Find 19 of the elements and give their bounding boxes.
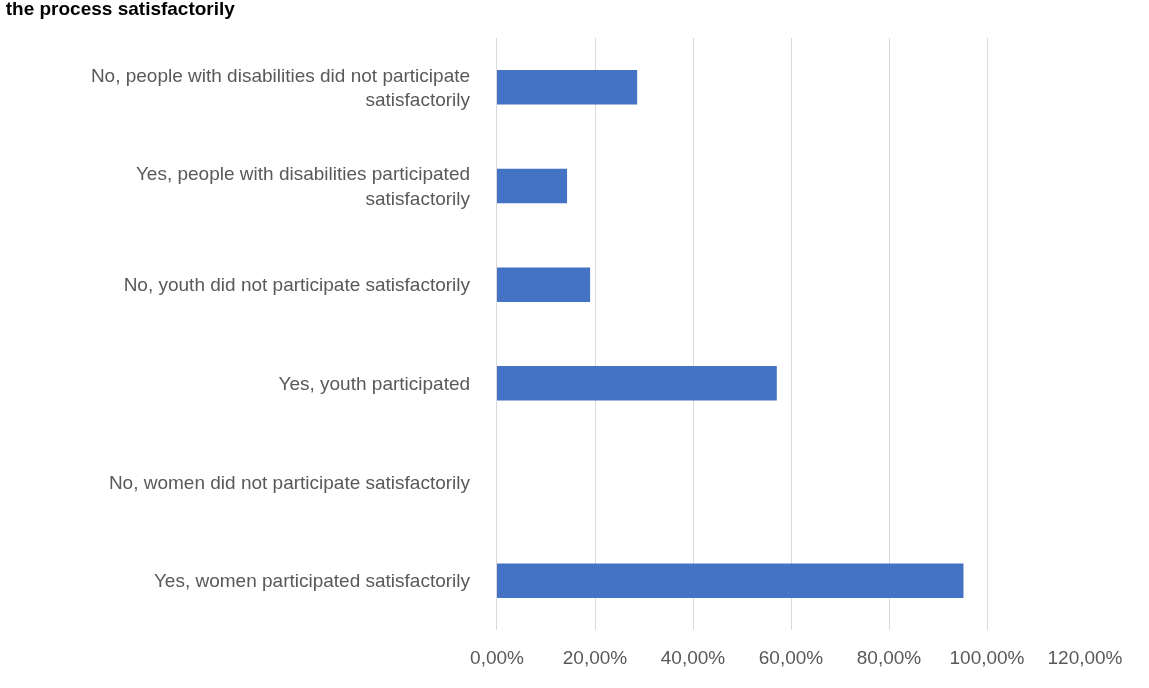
y-tick-label: No, women did not participate satisfactorily <box>108 471 471 493</box>
y-tick-label: Yes, people with disabilities participated satisfactorily <box>135 163 471 209</box>
y-tick-label: Yes, youth participated <box>278 372 471 394</box>
x-tick-label: 20,00% <box>562 647 628 668</box>
bar <box>497 366 777 401</box>
x-tick-label: 0,00% <box>470 647 525 668</box>
y-tick-label: No, youth did not participate satisfactorily <box>123 274 471 296</box>
text: the process satisfactorily <box>5 0 236 20</box>
y-tick-label: Yes, women participated satisfactorily <box>153 570 471 592</box>
y-tick-label: No, people with disabilities did not participate satisfactorily <box>90 64 471 111</box>
bar <box>497 563 964 598</box>
bar <box>497 70 638 105</box>
x-tick-label: 80,00% <box>856 647 922 668</box>
x-tick-label: 40,00% <box>660 647 726 668</box>
x-tick-label: 120,00% <box>1047 647 1123 668</box>
bar <box>497 168 568 204</box>
bar <box>497 267 591 302</box>
x-tick-label: 60,00% <box>758 647 824 668</box>
x-tick-label: 100,00% <box>949 647 1025 668</box>
